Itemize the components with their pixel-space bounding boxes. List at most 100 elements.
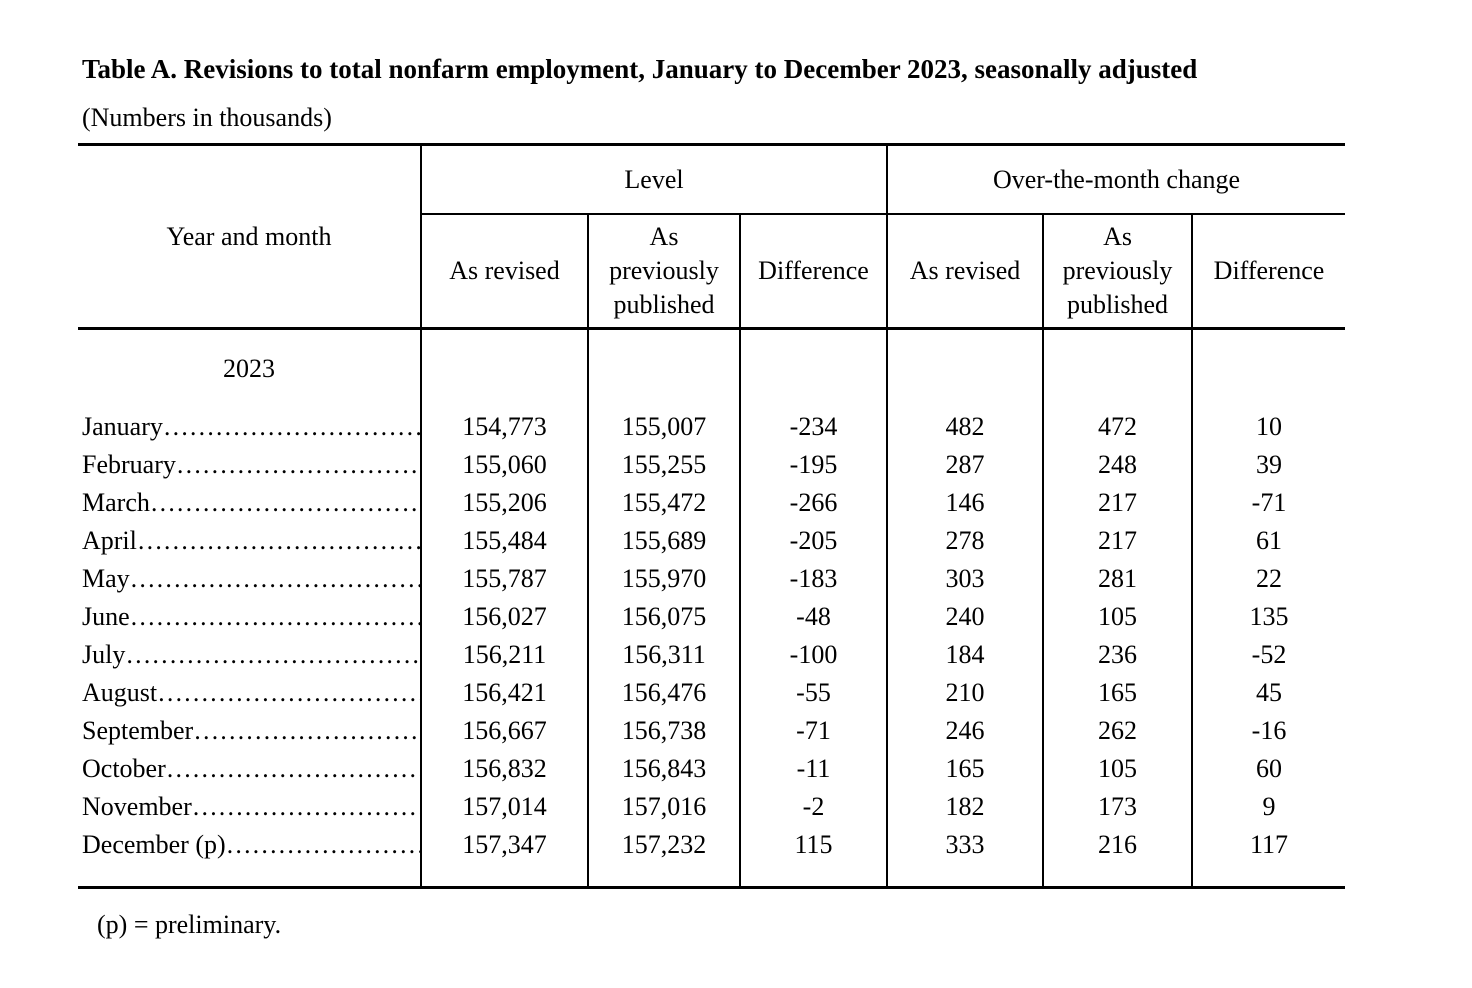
table-row: April…………………………………………………………………… 155,484 … — [78, 522, 1346, 560]
otm-as-revised-cell: 182 — [886, 788, 1044, 826]
level-difference-cell: -266 — [738, 484, 888, 522]
otm-previously-published-cell: 217 — [1042, 522, 1193, 560]
otm-difference-cell: -52 — [1191, 636, 1346, 674]
subheader-otm-previously-published: As previously published — [1042, 214, 1193, 330]
group-header-over-the-month-change: Over-the-month change — [886, 144, 1346, 215]
month-cell: June…………………………………………………………………… — [78, 598, 421, 636]
month-label: July — [82, 640, 126, 669]
preliminary-footnote: (p) = preliminary. — [97, 910, 282, 939]
level-previously-published-cell: 155,689 — [587, 522, 740, 560]
table-row: May…………………………………………………………………… 155,787 15… — [78, 560, 1346, 598]
otm-as-revised-cell: 246 — [886, 712, 1044, 750]
level-as-revised-cell: 155,787 — [420, 560, 588, 598]
otm-previously-published-cell: 472 — [1042, 408, 1193, 446]
month-cell: August…………………………………………………………………… — [78, 674, 421, 712]
month-cell: May…………………………………………………………………… — [78, 560, 421, 598]
otm-difference-cell: 22 — [1191, 560, 1346, 598]
level-as-revised-cell: 155,060 — [420, 446, 588, 484]
otm-previously-published-cell: 165 — [1042, 674, 1193, 712]
level-difference-cell: -205 — [738, 522, 888, 560]
dot-leader: …………………………………………………………………… — [149, 488, 420, 517]
otm-previously-published-cell: 236 — [1042, 636, 1193, 674]
dot-leader: …………………………………………………………………… — [191, 792, 420, 821]
month-label: March — [82, 488, 150, 517]
dot-leader: …………………………………………………………………… — [129, 602, 420, 631]
year-label-cell: 2023 — [223, 354, 275, 383]
month-cell: March…………………………………………………………………… — [78, 484, 421, 522]
month-label: February — [82, 450, 176, 479]
otm-difference-cell: 135 — [1191, 598, 1346, 636]
level-difference-cell: -100 — [738, 636, 888, 674]
otm-difference-cell: 9 — [1191, 788, 1346, 826]
otm-difference-cell: 60 — [1191, 750, 1346, 788]
level-as-revised-cell: 156,027 — [420, 598, 588, 636]
dot-leader: …………………………………………………………………… — [162, 412, 420, 441]
level-previously-published-cell: 156,476 — [587, 674, 740, 712]
month-label: April — [82, 526, 137, 555]
table-row: November…………………………………………………………………… 157,0… — [78, 788, 1346, 826]
dot-leader: …………………………………………………………………… — [125, 640, 420, 669]
otm-previously-published-cell: 105 — [1042, 598, 1193, 636]
level-as-revised-cell: 155,206 — [420, 484, 588, 522]
level-as-revised-cell: 156,421 — [420, 674, 588, 712]
level-difference-cell: -2 — [738, 788, 888, 826]
month-cell: April…………………………………………………………………… — [78, 522, 421, 560]
table-row: September…………………………………………………………………… 156,… — [78, 712, 1346, 750]
subheader-otm-as-revised: As revised — [886, 214, 1044, 330]
month-cell: November…………………………………………………………………… — [78, 788, 421, 826]
table-row: February…………………………………………………………………… 155,0… — [78, 446, 1346, 484]
table-row: July…………………………………………………………………… 156,211 1… — [78, 636, 1346, 674]
level-difference-cell: -234 — [738, 408, 888, 446]
group-header-level: Level — [419, 144, 888, 215]
level-previously-published-cell: 155,472 — [587, 484, 740, 522]
subheader-label: As previously published — [1062, 222, 1173, 319]
otm-as-revised-cell: 165 — [886, 750, 1044, 788]
level-as-revised-cell: 157,014 — [420, 788, 588, 826]
otm-as-revised-cell: 482 — [886, 408, 1044, 446]
otm-difference-cell: -71 — [1191, 484, 1346, 522]
dot-leader: …………………………………………………………………… — [157, 678, 420, 707]
month-label: November — [82, 792, 192, 821]
level-difference-cell: -183 — [738, 560, 888, 598]
otm-difference-cell: 117 — [1191, 826, 1346, 864]
otm-as-revised-cell: 184 — [886, 636, 1044, 674]
level-previously-published-cell: 155,007 — [587, 408, 740, 446]
otm-previously-published-cell: 248 — [1042, 446, 1193, 484]
otm-as-revised-cell: 287 — [886, 446, 1044, 484]
table-row: March…………………………………………………………………… 155,206 … — [78, 484, 1346, 522]
dot-leader: …………………………………………………………………… — [193, 716, 420, 745]
month-cell: December (p)…………………………………………………………………… — [78, 826, 421, 864]
level-as-revised-cell: 156,211 — [420, 636, 588, 674]
table-header-sub-row: As revised As previously published Diffe… — [78, 214, 1346, 330]
revisions-table: Year and month Level Over-the-month chan… — [78, 143, 1346, 889]
level-as-revised-cell: 157,347 — [420, 826, 588, 864]
month-label: May — [82, 564, 130, 593]
month-label: December (p) — [82, 830, 226, 859]
month-label: January — [82, 412, 163, 441]
otm-difference-cell: 61 — [1191, 522, 1346, 560]
level-previously-published-cell: 155,970 — [587, 560, 740, 598]
table-header-group-row: Year and month Level Over-the-month chan… — [78, 144, 1346, 330]
corner-header-year-and-month: Year and month — [78, 144, 421, 330]
otm-difference-cell: 39 — [1191, 446, 1346, 484]
table-row: January…………………………………………………………………… 154,77… — [78, 408, 1346, 446]
month-label: September — [82, 716, 194, 745]
table-row: June…………………………………………………………………… 156,027 1… — [78, 598, 1346, 636]
subheader-label: As previously published — [609, 222, 719, 319]
dot-leader: …………………………………………………………………… — [136, 526, 420, 555]
month-cell: July…………………………………………………………………… — [78, 636, 421, 674]
level-previously-published-cell: 157,016 — [587, 788, 740, 826]
level-previously-published-cell: 155,255 — [587, 446, 740, 484]
dot-leader: …………………………………………………………………… — [165, 754, 420, 783]
subheader-level-as-revised: As revised — [420, 214, 588, 330]
table-row: August…………………………………………………………………… 156,421… — [78, 674, 1346, 712]
subheader-level-previously-published: As previously published — [587, 214, 740, 330]
level-difference-cell: -71 — [738, 712, 888, 750]
year-row: 2023 — [78, 328, 1346, 408]
month-cell: September…………………………………………………………………… — [78, 712, 421, 750]
table-row: December (p)…………………………………………………………………… 1… — [78, 826, 1346, 864]
subheader-otm-difference: Difference — [1191, 214, 1346, 330]
otm-previously-published-cell: 262 — [1042, 712, 1193, 750]
level-difference-cell: -55 — [738, 674, 888, 712]
